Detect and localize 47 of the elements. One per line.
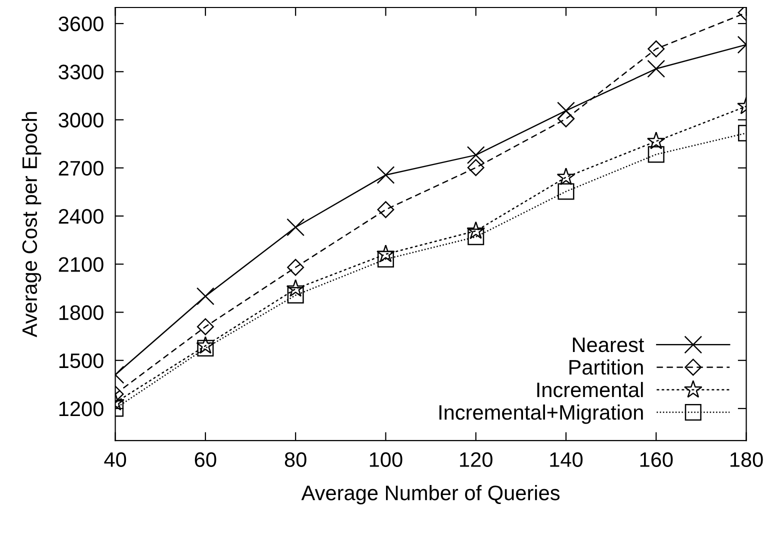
x-tick-label: 60 [194,452,216,468]
x-tick-label: 100 [370,452,402,468]
point [558,110,574,128]
y-tick-label: 2700 [58,160,104,176]
point [648,146,664,163]
point [466,221,486,239]
point [467,159,484,176]
legend-label: Incremental [537,382,643,398]
point [287,287,304,304]
y-axis-title: Average Cost per Epoch [22,112,42,338]
y-tick-label: 2400 [58,209,104,224]
point [286,279,305,297]
point [466,146,485,164]
x-tick-label: 40 [104,452,126,468]
point [648,40,665,58]
point [376,166,395,184]
x-axis-title: Average Number of Queries [301,485,560,504]
point [196,318,214,336]
x-tick-label: 80 [284,452,306,468]
x-tick-label: 120 [460,452,492,468]
x-tick-label: 180 [730,452,763,468]
legend-label: Incremental+Migration [439,404,643,424]
point [377,201,394,218]
point [557,102,575,120]
point [196,336,215,354]
y-tick-label: 3000 [58,112,104,128]
legend-label: Partition [569,359,643,375]
point [646,132,666,150]
point [286,218,305,236]
y-tick-label: 1500 [59,353,104,368]
y-tick-label: 1800 [59,305,104,320]
point [647,60,666,78]
point [196,287,214,306]
x-tick-label: 140 [550,452,583,468]
y-tick-label: 2100 [58,257,104,272]
point [556,168,576,186]
point [197,340,214,356]
y-tick-label: 3300 [58,64,104,80]
y-tick-label: 1200 [59,402,104,416]
point [468,228,484,246]
point [376,244,395,262]
point [287,258,304,276]
x-tick-label: 160 [640,452,673,468]
point [377,250,394,268]
y-tick-label: 3600 [58,16,104,32]
legend-label: Nearest [572,338,644,352]
point [558,183,574,200]
